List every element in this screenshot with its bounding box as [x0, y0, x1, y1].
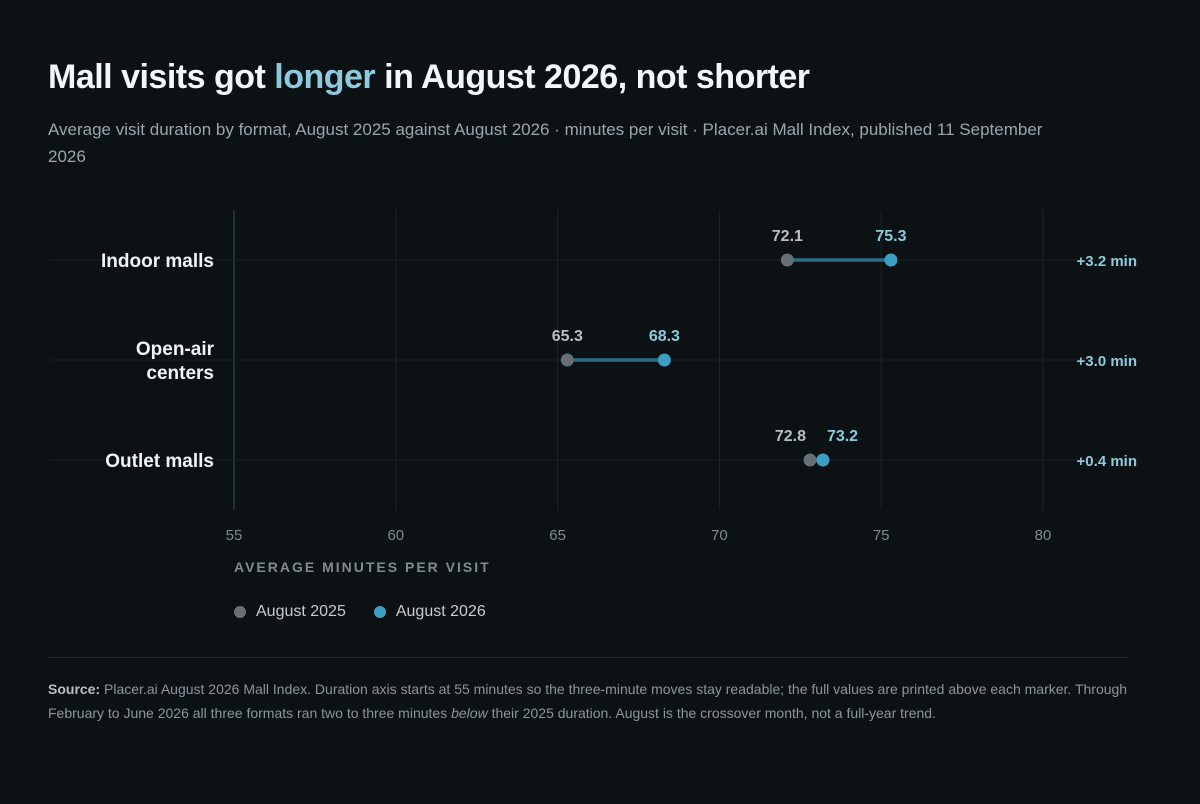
x-tick-label-55: 55	[226, 527, 243, 544]
legend-label-2026: August 2026	[395, 603, 486, 620]
x-tick-label-65: 65	[549, 527, 566, 544]
title-accent-word: longer	[274, 58, 376, 96]
category-label-outlet-malls: Outlet malls	[105, 451, 214, 472]
value-label-2026-open-air-centers: 68.3	[649, 328, 680, 345]
x-tick-label-80: 80	[1035, 527, 1052, 544]
marker-2025-open-air-centers	[560, 353, 574, 367]
title-text-end: in August 2026, not shorter	[375, 58, 810, 96]
source-text-end: their 2025 duration. August is the cross…	[487, 705, 936, 721]
category-label-indoor-malls: Indoor malls	[101, 251, 214, 272]
category-label-line: Open-air	[136, 339, 215, 360]
marker-2026-outlet-malls	[816, 453, 830, 467]
marker-2025-outlet-malls	[803, 453, 817, 467]
source-footnote: Source: Placer.ai August 2026 Mall Index…	[48, 677, 1138, 725]
marker-2026-indoor-malls	[884, 253, 898, 267]
source-text-start: Placer.ai August 2026 Mall Index. Durati…	[48, 681, 1128, 721]
legend-swatch-2025	[234, 606, 246, 618]
legend: August 2025 August 2026	[234, 603, 486, 621]
value-label-2026-indoor-malls: 75.3	[875, 228, 906, 245]
dumbbell-chart: 55 60 65 70 75 80 Indoor malls 72.1 75.3 +3.2 min…	[50, 210, 1140, 544]
legend-swatch-2026	[373, 606, 386, 618]
x-tick-label-70: 70	[711, 527, 728, 544]
legend-item-2025: August 2025	[234, 603, 346, 621]
change-label-indoor-malls: +3.2 min	[1077, 253, 1137, 270]
value-label-2025-indoor-malls: 72.1	[772, 228, 803, 245]
category-label-open-air-centers: Open-air centers	[136, 339, 215, 384]
value-label-2026-outlet-malls: 73.2	[827, 428, 858, 445]
category-label-line: centers	[146, 363, 214, 384]
source-emphasis: below	[451, 705, 488, 721]
value-label-2025-open-air-centers: 65.3	[552, 328, 583, 345]
category-label-line: Indoor malls	[101, 251, 214, 272]
footer-divider	[48, 657, 1128, 658]
chart-title: Mall visits got longer in August 2026, n…	[48, 58, 810, 97]
value-label-2025-outlet-malls: 72.8	[775, 428, 806, 445]
source-label: Source:	[48, 681, 101, 697]
change-label-outlet-malls: +0.4 min	[1077, 453, 1137, 470]
marker-2026-open-air-centers	[657, 353, 671, 367]
x-tick-label-60: 60	[387, 527, 404, 544]
change-label-open-air-centers: +3.0 min	[1077, 353, 1137, 370]
title-text-start: Mall visits got	[48, 58, 275, 96]
marker-2025-indoor-malls	[780, 253, 794, 267]
legend-label-2025: August 2025	[256, 603, 346, 620]
x-tick-label-75: 75	[873, 527, 890, 544]
legend-item-2026: August 2026	[373, 603, 486, 621]
chart-subtitle: Average visit duration by format, August…	[48, 120, 1043, 166]
x-axis-title: AVERAGE MINUTES PER VISIT	[234, 559, 491, 575]
category-label-line: Outlet malls	[105, 451, 214, 472]
